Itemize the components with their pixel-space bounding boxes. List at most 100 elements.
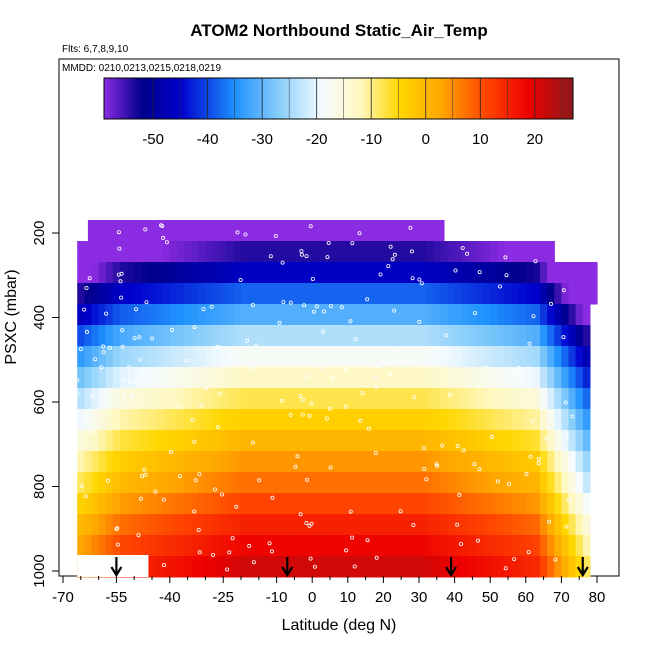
heatmap-cell — [290, 535, 299, 557]
heatmap-cell — [340, 535, 349, 557]
observation-dot — [374, 555, 379, 560]
heatmap-cell — [155, 241, 164, 263]
observation-dot — [82, 230, 87, 235]
heatmap-cell — [105, 346, 114, 368]
observation-dot — [127, 365, 132, 370]
observation-dot — [472, 311, 477, 316]
heatmap-cell — [532, 409, 541, 431]
heatmap-cell — [84, 283, 93, 305]
heatmap-cell — [372, 220, 381, 242]
heatmap-cell — [77, 367, 85, 389]
heatmap-cell — [483, 241, 491, 263]
heatmap-cell — [169, 472, 178, 494]
heatmap-cell — [169, 346, 178, 368]
heatmap-cell — [354, 262, 363, 284]
heatmap-cell — [476, 556, 484, 578]
heatmap-cell — [305, 283, 313, 305]
heatmap-cell — [575, 388, 584, 410]
observation-dot — [118, 279, 123, 284]
heatmap-cell — [205, 304, 214, 326]
heatmap-cell — [419, 346, 427, 368]
heatmap-cell — [141, 304, 149, 326]
profile-arrow-head — [281, 566, 294, 578]
heatmap-cell — [404, 451, 413, 473]
heatmap-cell — [504, 241, 513, 263]
heatmap-cell — [169, 451, 178, 473]
heatmap-cell — [589, 283, 598, 305]
observation-dot — [360, 391, 365, 396]
heatmap-cell — [184, 388, 192, 410]
heatmap-cell — [490, 346, 498, 368]
heatmap-cell — [319, 409, 327, 431]
heatmap-cell — [369, 304, 377, 326]
heatmap-cell — [362, 472, 370, 494]
heatmap-cell — [84, 304, 93, 326]
heatmap-cell — [223, 220, 231, 242]
heatmap-cell — [454, 283, 463, 305]
observation-dot — [385, 355, 390, 360]
heatmap-cell — [262, 304, 271, 326]
heatmap-cell — [547, 535, 555, 557]
heatmap-cell — [155, 388, 164, 410]
heatmap-cell — [162, 556, 171, 578]
heatmap-cell — [433, 367, 441, 389]
heatmap-cell — [134, 367, 142, 389]
heatmap-cell — [290, 493, 299, 515]
heatmap-cell — [262, 367, 271, 389]
heatmap-cell — [205, 409, 214, 431]
observation-dot — [563, 400, 568, 405]
heatmap-cell — [440, 514, 449, 536]
observation-dot — [210, 553, 215, 558]
heatmap-cell — [191, 535, 199, 557]
heatmap-cell — [319, 535, 327, 557]
heatmap-cell — [525, 262, 534, 284]
heatmap-cell — [255, 283, 263, 305]
heatmap-cell — [383, 388, 392, 410]
heatmap-cell — [518, 262, 527, 284]
heatmap-cell — [476, 472, 484, 494]
heatmap-cell — [575, 283, 584, 305]
observation-dot — [136, 376, 141, 381]
heatmap-cell — [440, 535, 449, 557]
heatmap-cell — [91, 535, 100, 557]
heatmap-cell — [176, 283, 185, 305]
heatmap-cell — [589, 262, 598, 284]
heatmap-cell — [141, 367, 149, 389]
x-tick-label: 60 — [517, 589, 534, 606]
heatmap-cell — [440, 325, 449, 347]
heatmap-cell — [162, 451, 171, 473]
heatmap-cell — [554, 556, 562, 578]
heatmap-cell — [283, 472, 292, 494]
heatmap-cell — [468, 409, 477, 431]
heatmap-cell — [426, 388, 434, 410]
heatmap-cell — [162, 262, 171, 284]
heatmap-cell — [141, 514, 149, 536]
heatmap-cell — [454, 535, 463, 557]
heatmap-cell — [461, 430, 470, 452]
heatmap-cell — [191, 493, 199, 515]
observation-dot — [121, 377, 126, 382]
observation-dot — [120, 564, 125, 569]
heatmap-cell — [298, 325, 306, 347]
observation-dot — [373, 450, 378, 455]
heatmap-cell — [205, 556, 214, 578]
heatmap-cell — [112, 262, 121, 284]
observation-dot — [295, 454, 300, 459]
heatmap-cell — [105, 472, 114, 494]
heatmap-cell — [347, 514, 356, 536]
heatmap-cell — [212, 430, 221, 452]
heatmap-cell — [390, 304, 399, 326]
observation-dot — [136, 533, 141, 538]
heatmap-cell — [162, 430, 171, 452]
heatmap-cell — [390, 409, 399, 431]
heatmap-cell — [497, 514, 505, 536]
heatmap-cell — [575, 472, 584, 494]
heatmap-cell — [77, 283, 85, 305]
heatmap-cell — [582, 430, 591, 452]
heatmap-cell — [340, 556, 349, 578]
observation-dot — [527, 341, 532, 346]
heatmap-cell — [212, 262, 221, 284]
heatmap-cell — [447, 241, 456, 263]
observation-dot — [408, 225, 413, 230]
heatmap-cell — [219, 556, 228, 578]
